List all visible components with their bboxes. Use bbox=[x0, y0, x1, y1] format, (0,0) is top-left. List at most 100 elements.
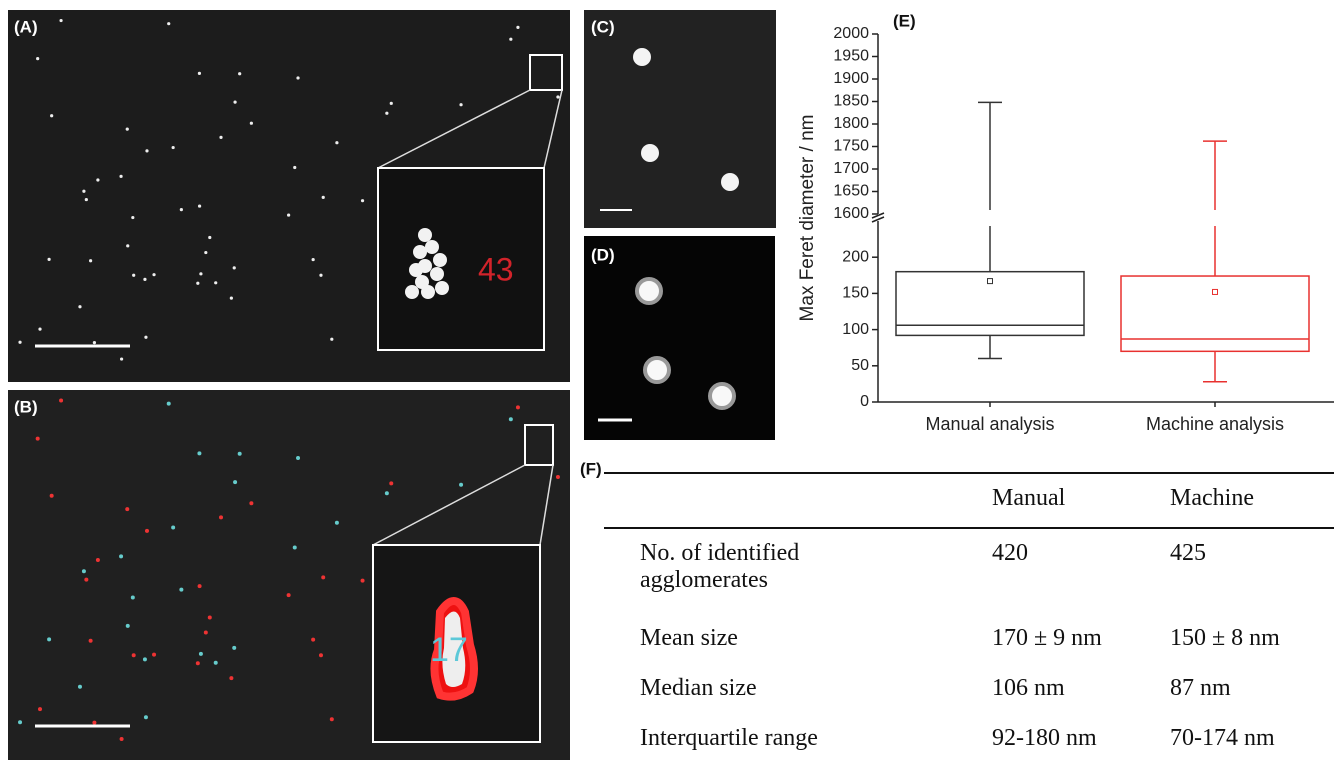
particle bbox=[229, 676, 234, 681]
particle bbox=[131, 653, 136, 658]
cell: 87 nm bbox=[1170, 675, 1231, 701]
particle bbox=[166, 401, 171, 406]
particle bbox=[329, 717, 334, 722]
particle bbox=[145, 149, 149, 153]
particle bbox=[144, 528, 149, 533]
panel-label: (E) bbox=[893, 11, 916, 30]
particle bbox=[232, 645, 237, 650]
y-tick-label: 0 bbox=[860, 393, 869, 410]
particle bbox=[119, 554, 124, 559]
particle bbox=[84, 197, 88, 202]
agglomerate bbox=[442, 611, 466, 687]
particle bbox=[196, 281, 200, 285]
particle bbox=[292, 545, 297, 550]
row-label: Median size bbox=[640, 675, 757, 701]
cell: 106 nm bbox=[992, 675, 1065, 701]
particle bbox=[389, 101, 393, 105]
particle bbox=[233, 100, 237, 104]
particle bbox=[321, 195, 325, 199]
particle bbox=[92, 341, 97, 345]
panel-label: (C) bbox=[591, 17, 615, 36]
zoom-line bbox=[543, 89, 563, 169]
particle bbox=[88, 638, 93, 643]
y-tick-label: 1850 bbox=[833, 93, 869, 110]
y-tick-label: 1950 bbox=[833, 48, 869, 65]
row-label: No. of identified agglomerates bbox=[640, 540, 800, 593]
particle bbox=[296, 455, 301, 460]
particle bbox=[18, 720, 23, 725]
particle bbox=[197, 71, 202, 76]
particle bbox=[516, 25, 520, 29]
particle bbox=[144, 335, 148, 339]
particle bbox=[203, 630, 208, 635]
particle bbox=[508, 417, 513, 422]
particle bbox=[50, 114, 54, 118]
column-header: Manual bbox=[992, 485, 1066, 511]
particle bbox=[142, 657, 147, 662]
particle bbox=[199, 272, 203, 276]
particle bbox=[89, 259, 93, 263]
particle bbox=[293, 165, 297, 170]
particle bbox=[179, 207, 183, 212]
particle bbox=[219, 135, 223, 139]
particle bbox=[125, 507, 130, 512]
particle bbox=[207, 615, 212, 620]
panel-label: (D) bbox=[591, 245, 615, 264]
agglomerate bbox=[405, 228, 449, 299]
box-plot: 0 50 100 150 200 1600 1650 1700 1750 1800 1850 1900… bbox=[833, 25, 1334, 434]
particle bbox=[197, 584, 202, 589]
particle bbox=[95, 557, 100, 562]
particle bbox=[47, 257, 51, 261]
particles bbox=[18, 18, 560, 742]
particle bbox=[249, 501, 254, 506]
particle bbox=[18, 340, 22, 344]
inset-a bbox=[377, 167, 545, 351]
particle bbox=[78, 305, 82, 309]
particle bbox=[459, 482, 464, 487]
particle bbox=[555, 475, 560, 480]
particle bbox=[334, 520, 339, 525]
particle bbox=[119, 737, 124, 742]
particle bbox=[509, 37, 513, 41]
y-tick-label: 1650 bbox=[833, 183, 869, 200]
particle bbox=[171, 525, 176, 530]
row-label: Interquartile range bbox=[640, 725, 818, 751]
particle bbox=[330, 337, 334, 341]
particle bbox=[119, 174, 123, 178]
micrograph-c bbox=[584, 10, 776, 228]
y-tick-label: 2000 bbox=[833, 25, 869, 42]
particle bbox=[311, 637, 316, 642]
particle bbox=[249, 121, 253, 125]
particle bbox=[82, 189, 86, 193]
particle bbox=[311, 257, 315, 262]
particle bbox=[385, 111, 389, 115]
mean-marker bbox=[1212, 288, 1218, 295]
particle bbox=[49, 493, 54, 498]
particle bbox=[125, 127, 129, 131]
particle bbox=[237, 451, 242, 456]
particle bbox=[214, 281, 218, 285]
zoom-line bbox=[539, 464, 554, 546]
y-tick-label: 1800 bbox=[833, 115, 869, 132]
particle bbox=[389, 481, 394, 486]
y-tick-label: 200 bbox=[842, 248, 869, 265]
particle bbox=[198, 651, 203, 656]
particle bbox=[77, 684, 82, 689]
particle bbox=[204, 250, 208, 255]
y-axis-label: Max Feret diameter / nm bbox=[797, 115, 818, 322]
particle bbox=[119, 357, 124, 361]
particles-c bbox=[633, 48, 739, 191]
cell: 420 bbox=[992, 540, 1028, 566]
particle bbox=[130, 595, 135, 600]
inset-label: 43 bbox=[478, 251, 514, 287]
x-tick-label: Machine analysis bbox=[1146, 414, 1284, 434]
particle bbox=[96, 178, 100, 182]
particle bbox=[36, 57, 40, 61]
particle bbox=[229, 296, 233, 300]
particle bbox=[321, 575, 326, 580]
particle bbox=[360, 578, 365, 583]
particle bbox=[143, 277, 147, 282]
zoom-box bbox=[529, 54, 563, 91]
